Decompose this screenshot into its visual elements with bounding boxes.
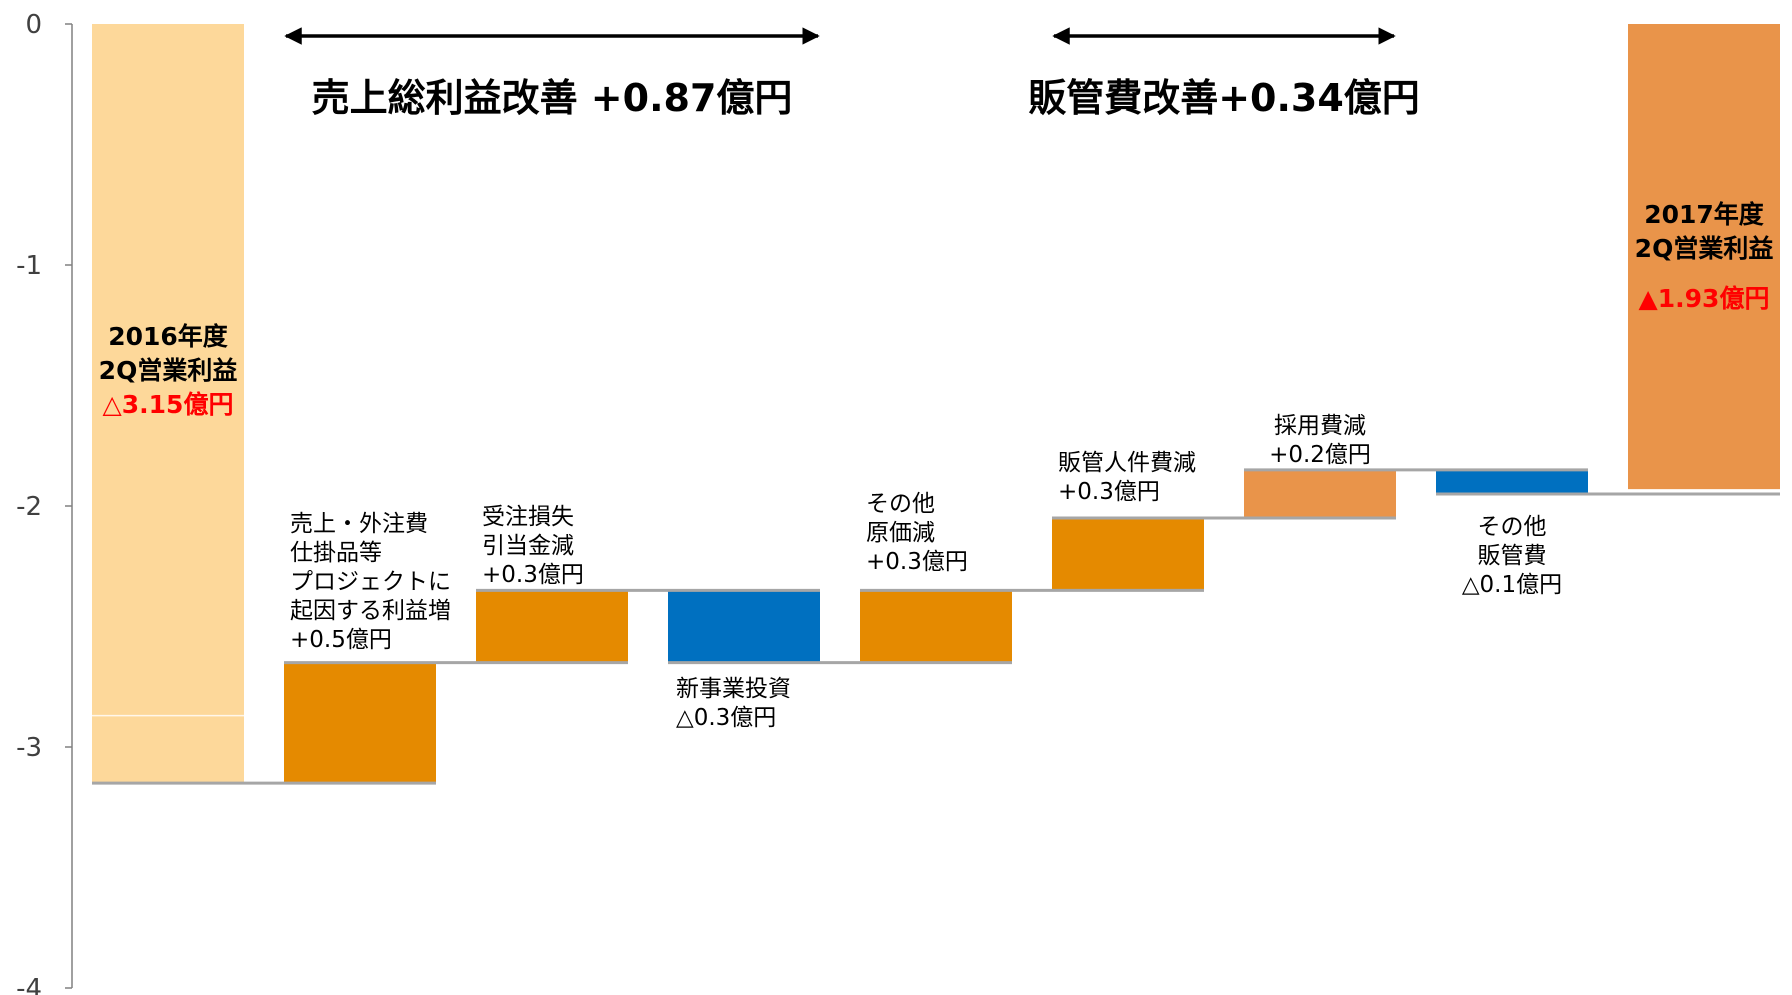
label-line: その他 (866, 491, 935, 517)
step-bar (476, 590, 628, 663)
header-title: 売上総利益改善 +0.87億円 (312, 76, 793, 120)
total-bar (1628, 24, 1780, 490)
label-line: 仕掛品等 (290, 540, 382, 566)
label-line: 引当金減 (482, 533, 574, 559)
label-line: 売上・外注費 (290, 511, 428, 537)
label-line: プロジェクトに (290, 569, 451, 595)
step-label: 新事業投資 △0.3億円 (676, 676, 791, 731)
y-tick-label: -4 (16, 974, 42, 995)
y-tick-label: -3 (16, 733, 42, 763)
step-bar (860, 590, 1012, 663)
total-bar (92, 24, 244, 784)
label-line: 受注損失 (482, 504, 574, 530)
label-line: △0.1億円 (1462, 572, 1562, 598)
label-line: 採用費減 (1274, 413, 1366, 439)
label-line: その他 (1478, 514, 1547, 540)
total-label-end: 2017年度 2Q営業利益 (1635, 200, 1774, 263)
headers: 売上総利益改善 +0.87億円 販管費改善+0.34億円 (284, 27, 1420, 120)
label-line: △0.3億円 (676, 705, 776, 731)
label-line: +0.5億円 (290, 627, 392, 653)
label-line: 2017年度 (1644, 200, 1764, 229)
label-line: 新事業投資 (676, 676, 791, 702)
total-label-start: 2016年度 2Q営業利益 (99, 322, 238, 385)
total-value-end: ▲1.93億円 (1639, 284, 1770, 313)
y-tick-label: -2 (16, 492, 42, 522)
y-tick-label: -1 (16, 251, 42, 281)
y-tick-label: 0 (25, 10, 42, 40)
step-bar (1244, 469, 1396, 519)
label-line: 2Q営業利益 (1635, 234, 1774, 263)
label-line: +0.3億円 (482, 562, 584, 588)
connectors (92, 468, 1780, 785)
step-label: 採用費減 +0.2億円 (1269, 413, 1371, 468)
label-line: +0.3億円 (1058, 479, 1160, 505)
label-line: 2016年度 (108, 322, 228, 351)
step-label: 販管人件費減 +0.3億円 (1058, 450, 1196, 505)
total-value-start: △3.15億円 (103, 390, 234, 419)
y-axis: 0 -1 -2 -3 -4 (16, 10, 73, 995)
header-title: 販管費改善+0.34億円 (1028, 76, 1420, 120)
label-line: +0.3億円 (866, 549, 968, 575)
label-line: 2Q営業利益 (99, 356, 238, 385)
label-line: 販管人件費減 (1058, 450, 1196, 476)
bars (92, 24, 1780, 784)
step-bar (1052, 518, 1204, 591)
label-line: 販管費 (1478, 543, 1547, 569)
step-bar (284, 662, 436, 784)
label-line: 起因する利益増 (290, 598, 451, 624)
step-bar (668, 590, 820, 663)
label-line: 原価減 (866, 520, 935, 546)
label-line: +0.2億円 (1269, 442, 1371, 468)
step-bar (1436, 469, 1588, 494)
